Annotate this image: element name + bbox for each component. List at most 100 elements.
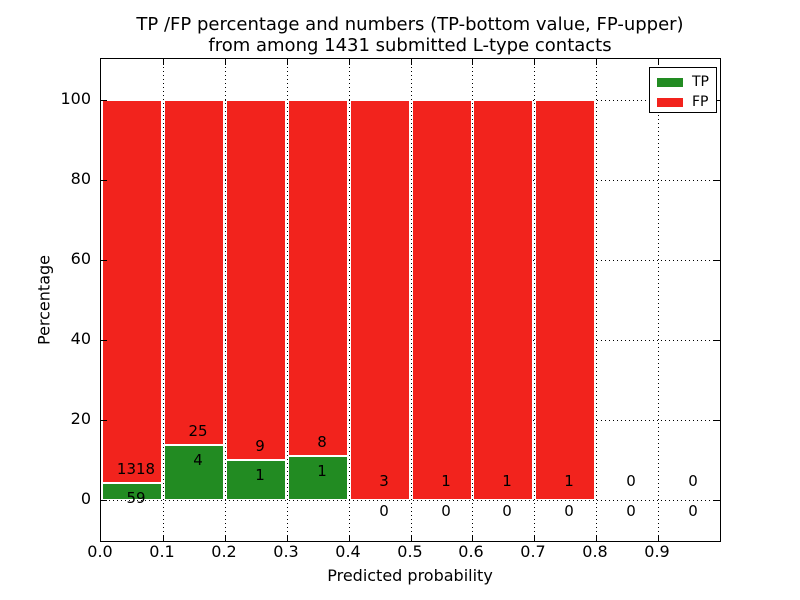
y-tick-mark <box>101 340 107 341</box>
x-tick-label: 0.6 <box>458 542 484 561</box>
x-tick-mark <box>596 535 597 541</box>
x-tick-label: 0.7 <box>520 542 546 561</box>
tp-count-label: 0 <box>688 502 698 520</box>
tp-count-label: 1 <box>317 462 327 480</box>
y-tick-label: 0 <box>80 489 91 508</box>
fp-legend-label: FP <box>692 94 709 110</box>
chart-title-line2: from among 1431 submitted L-type contact… <box>208 35 612 56</box>
y-tick-label: 40 <box>70 329 91 348</box>
y-tick-mark <box>714 100 720 101</box>
y-tick-mark <box>101 420 107 421</box>
fp-bar <box>350 100 410 500</box>
x-tick-label: 0.2 <box>211 542 237 561</box>
x-tick-mark <box>287 535 288 541</box>
x-tick-label: 0.1 <box>149 542 175 561</box>
x-tick-label: 0.4 <box>335 542 361 561</box>
y-gridline <box>101 260 720 261</box>
y-tick-label: 20 <box>70 409 91 428</box>
fp-bar <box>226 100 286 460</box>
fp-bar <box>412 100 472 500</box>
y-gridline <box>101 100 720 101</box>
tp-bar <box>164 445 224 500</box>
fp-bar <box>102 100 162 483</box>
tp-bar <box>288 456 348 500</box>
x-tick-mark <box>225 59 226 65</box>
x-tick-mark <box>411 59 412 65</box>
tp-count-label: 4 <box>193 451 203 469</box>
fp-swatch-icon <box>657 97 683 107</box>
y-tick-mark <box>714 340 720 341</box>
x-gridline <box>596 59 597 541</box>
fp-bar <box>535 100 595 500</box>
x-tick-mark <box>411 535 412 541</box>
x-gridline <box>287 59 288 541</box>
tp-count-label: 0 <box>441 502 451 520</box>
fp-bar <box>164 100 224 445</box>
x-gridline <box>534 59 535 541</box>
x-gridline <box>349 59 350 541</box>
fp-count-label: 1 <box>441 472 451 490</box>
plot-area: TP FP 1318 59 25 4 9 1 8 1 3 0 1 0 1 0 1 0 0 0 0 0 <box>100 58 721 542</box>
chart-title-line1: TP /FP percentage and numbers (TP-bottom… <box>136 14 684 35</box>
x-tick-mark <box>225 535 226 541</box>
tp-count-label: 0 <box>379 502 389 520</box>
fp-count-label: 1318 <box>116 460 156 478</box>
y-gridline <box>101 340 720 341</box>
fp-bar <box>288 100 348 456</box>
y-tick-mark <box>101 260 107 261</box>
y-gridline <box>101 180 720 181</box>
fp-count-label: 1 <box>564 472 574 490</box>
y-tick-mark <box>714 260 720 261</box>
tp-count-label: 0 <box>626 502 636 520</box>
chart-title: TP /FP percentage and numbers (TP-bottom… <box>0 14 800 56</box>
legend-item-fp: FP <box>650 93 716 111</box>
x-gridline <box>472 59 473 541</box>
x-tick-mark <box>596 59 597 65</box>
x-axis-label: Predicted probability <box>327 566 493 585</box>
tp-count-label: 59 <box>126 489 146 507</box>
x-tick-label: 0.0 <box>87 542 113 561</box>
x-tick-label: 0.5 <box>397 542 423 561</box>
y-gridline <box>101 500 720 501</box>
tp-count-label: 0 <box>502 502 512 520</box>
x-tick-label: 0.3 <box>273 542 299 561</box>
x-tick-mark <box>472 535 473 541</box>
legend: TP FP <box>649 67 717 113</box>
y-tick-mark <box>101 180 107 181</box>
x-gridline <box>163 59 164 541</box>
fp-count-label: 1 <box>502 472 512 490</box>
fp-count-label: 9 <box>255 437 265 455</box>
tp-count-label: 1 <box>255 466 265 484</box>
x-tick-label: 0.9 <box>644 542 670 561</box>
tp-bar <box>226 460 286 500</box>
x-tick-mark <box>658 535 659 541</box>
x-tick-mark <box>472 59 473 65</box>
y-tick-label: 60 <box>70 249 91 268</box>
fp-count-label: 25 <box>188 422 208 440</box>
fp-count-label: 0 <box>688 472 698 490</box>
x-tick-mark <box>658 59 659 65</box>
x-gridline <box>411 59 412 541</box>
y-tick-mark <box>714 420 720 421</box>
x-tick-mark <box>349 59 350 65</box>
x-tick-mark <box>287 59 288 65</box>
x-tick-label: 0.8 <box>582 542 608 561</box>
fp-count-label: 0 <box>626 472 636 490</box>
x-tick-mark <box>163 59 164 65</box>
tp-swatch-icon <box>657 77 683 87</box>
x-gridline <box>658 59 659 541</box>
y-tick-label: 100 <box>60 89 91 108</box>
fp-count-label: 8 <box>317 433 327 451</box>
x-tick-mark <box>163 535 164 541</box>
x-tick-mark <box>349 535 350 541</box>
tp-bar <box>102 483 162 500</box>
legend-item-tp: TP <box>650 73 716 91</box>
y-tick-mark <box>714 180 720 181</box>
fp-bar <box>473 100 533 500</box>
tp-legend-label: TP <box>692 74 709 90</box>
tp-count-label: 0 <box>564 502 574 520</box>
y-tick-label: 80 <box>70 169 91 188</box>
fp-count-label: 3 <box>379 472 389 490</box>
y-gridline <box>101 420 720 421</box>
